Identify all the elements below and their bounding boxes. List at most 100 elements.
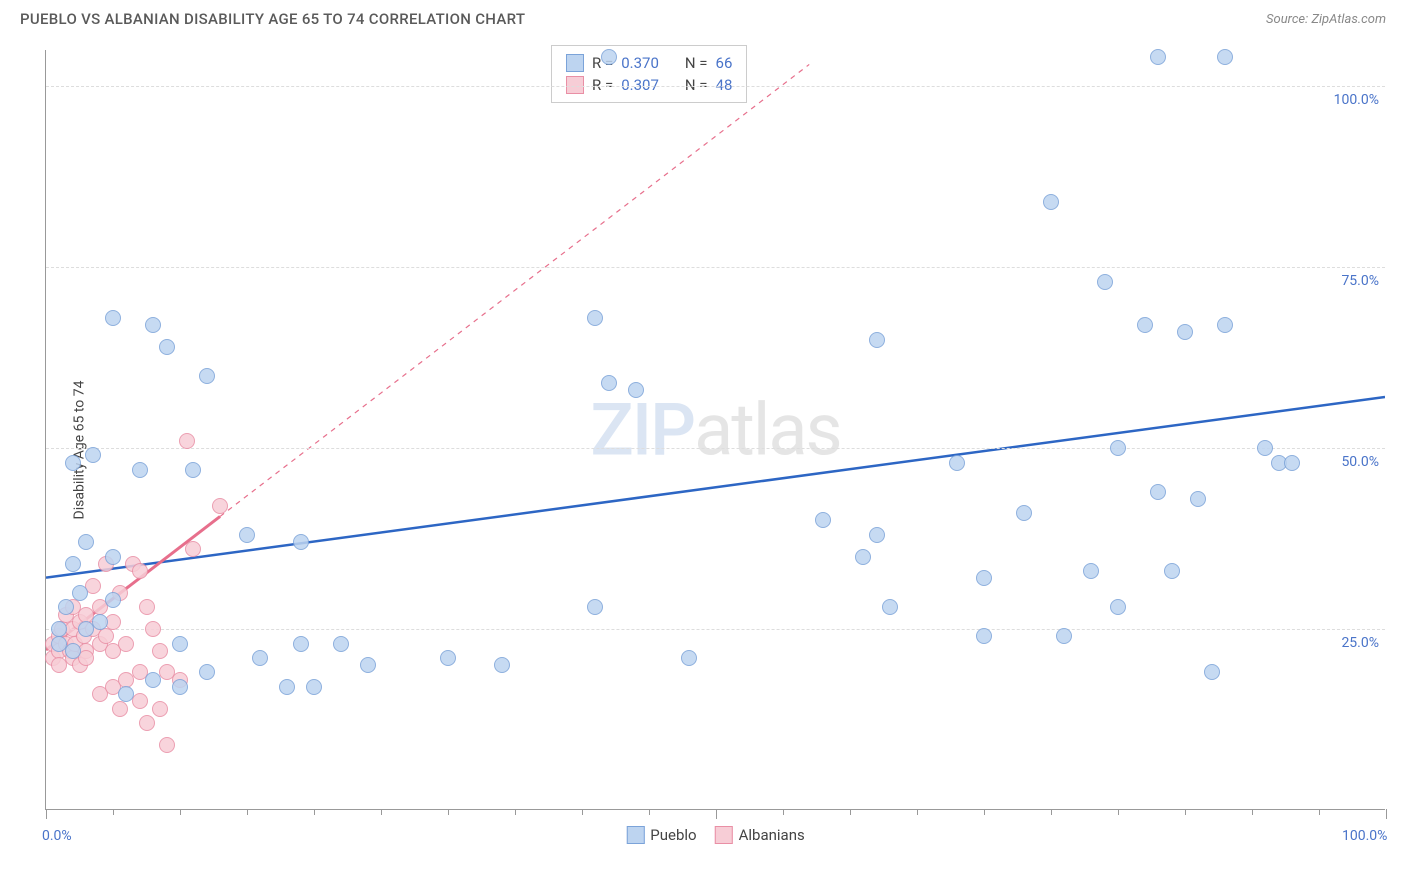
data-point — [185, 541, 201, 557]
gridline-h — [46, 629, 1385, 630]
data-point — [65, 643, 81, 659]
data-point — [882, 599, 898, 615]
data-point — [681, 650, 697, 666]
x-tick — [1118, 809, 1119, 815]
data-point — [145, 672, 161, 688]
data-point — [587, 599, 603, 615]
legend-swatch — [566, 54, 584, 72]
data-point — [78, 534, 94, 550]
data-point — [601, 49, 617, 65]
data-point — [118, 636, 134, 652]
data-point — [1016, 505, 1032, 521]
legend-item: Albanians — [715, 826, 805, 844]
data-point — [976, 628, 992, 644]
data-point — [855, 549, 871, 565]
x-tick — [180, 809, 181, 815]
data-point — [869, 527, 885, 543]
y-tick-label: 25.0% — [1341, 635, 1379, 651]
data-point — [1150, 484, 1166, 500]
legend-swatch — [566, 76, 584, 94]
data-point — [1150, 49, 1166, 65]
x-tick-label: 0.0% — [42, 828, 72, 844]
x-tick — [1185, 809, 1186, 815]
data-point — [65, 455, 81, 471]
x-tick — [247, 809, 248, 815]
chart-title: PUEBLO VS ALBANIAN DISABILITY AGE 65 TO … — [20, 10, 525, 28]
x-tick — [582, 809, 583, 815]
data-point — [65, 556, 81, 572]
data-point — [72, 585, 88, 601]
legend-label: Albanians — [739, 826, 805, 844]
data-point — [1056, 628, 1072, 644]
data-point — [293, 534, 309, 550]
data-point — [112, 701, 128, 717]
x-tick — [649, 809, 650, 815]
data-point — [172, 679, 188, 695]
data-point — [1177, 324, 1193, 340]
data-point — [212, 498, 228, 514]
data-point — [152, 701, 168, 717]
x-tick — [381, 809, 382, 815]
n-label: N = — [685, 76, 708, 94]
data-point — [199, 664, 215, 680]
data-point — [152, 643, 168, 659]
data-point — [1284, 455, 1300, 471]
legend-swatch — [626, 826, 644, 844]
x-tick — [1319, 809, 1320, 815]
data-point — [85, 447, 101, 463]
x-tick-label: 100.0% — [1342, 828, 1387, 844]
y-tick-label: 100.0% — [1334, 92, 1379, 108]
data-point — [132, 462, 148, 478]
data-point — [440, 650, 456, 666]
gridline-h — [46, 267, 1385, 268]
data-point — [92, 614, 108, 630]
r-label: R = — [592, 76, 613, 94]
data-point — [58, 599, 74, 615]
x-tick — [448, 809, 449, 815]
r-value: 0.307 — [621, 76, 659, 94]
data-point — [1097, 274, 1113, 290]
gridline-h — [46, 86, 1385, 87]
data-point — [333, 636, 349, 652]
legend-swatch — [715, 826, 733, 844]
n-label: N = — [685, 54, 708, 72]
data-point — [145, 621, 161, 637]
data-point — [1217, 49, 1233, 65]
x-tick — [716, 809, 717, 819]
data-point — [159, 339, 175, 355]
data-point — [132, 563, 148, 579]
data-point — [869, 332, 885, 348]
x-tick — [46, 809, 47, 819]
data-point — [1110, 599, 1126, 615]
data-point — [1110, 440, 1126, 456]
data-point — [1043, 194, 1059, 210]
data-point — [105, 310, 121, 326]
data-point — [252, 650, 268, 666]
legend-row: R = 0.307 N = 48 — [566, 74, 732, 96]
y-tick-label: 50.0% — [1341, 454, 1379, 470]
legend-item: Pueblo — [626, 826, 696, 844]
data-point — [118, 686, 134, 702]
data-point — [139, 599, 155, 615]
data-point — [1190, 491, 1206, 507]
series-legend: Pueblo Albanians — [626, 826, 804, 844]
data-point — [179, 433, 195, 449]
legend-label: Pueblo — [650, 826, 696, 844]
data-point — [185, 462, 201, 478]
x-tick — [314, 809, 315, 815]
data-point — [239, 527, 255, 543]
x-tick — [850, 809, 851, 815]
data-point — [1137, 317, 1153, 333]
data-point — [1083, 563, 1099, 579]
data-point — [199, 368, 215, 384]
watermark: ZIPatlas — [590, 387, 840, 472]
data-point — [279, 679, 295, 695]
n-value: 48 — [716, 76, 733, 94]
correlation-legend: R =0.370N =66R =0.307N =48 — [551, 45, 747, 103]
data-point — [105, 549, 121, 565]
x-tick — [1386, 809, 1387, 819]
data-point — [51, 621, 67, 637]
data-point — [587, 310, 603, 326]
data-point — [1257, 440, 1273, 456]
x-tick — [1252, 809, 1253, 815]
